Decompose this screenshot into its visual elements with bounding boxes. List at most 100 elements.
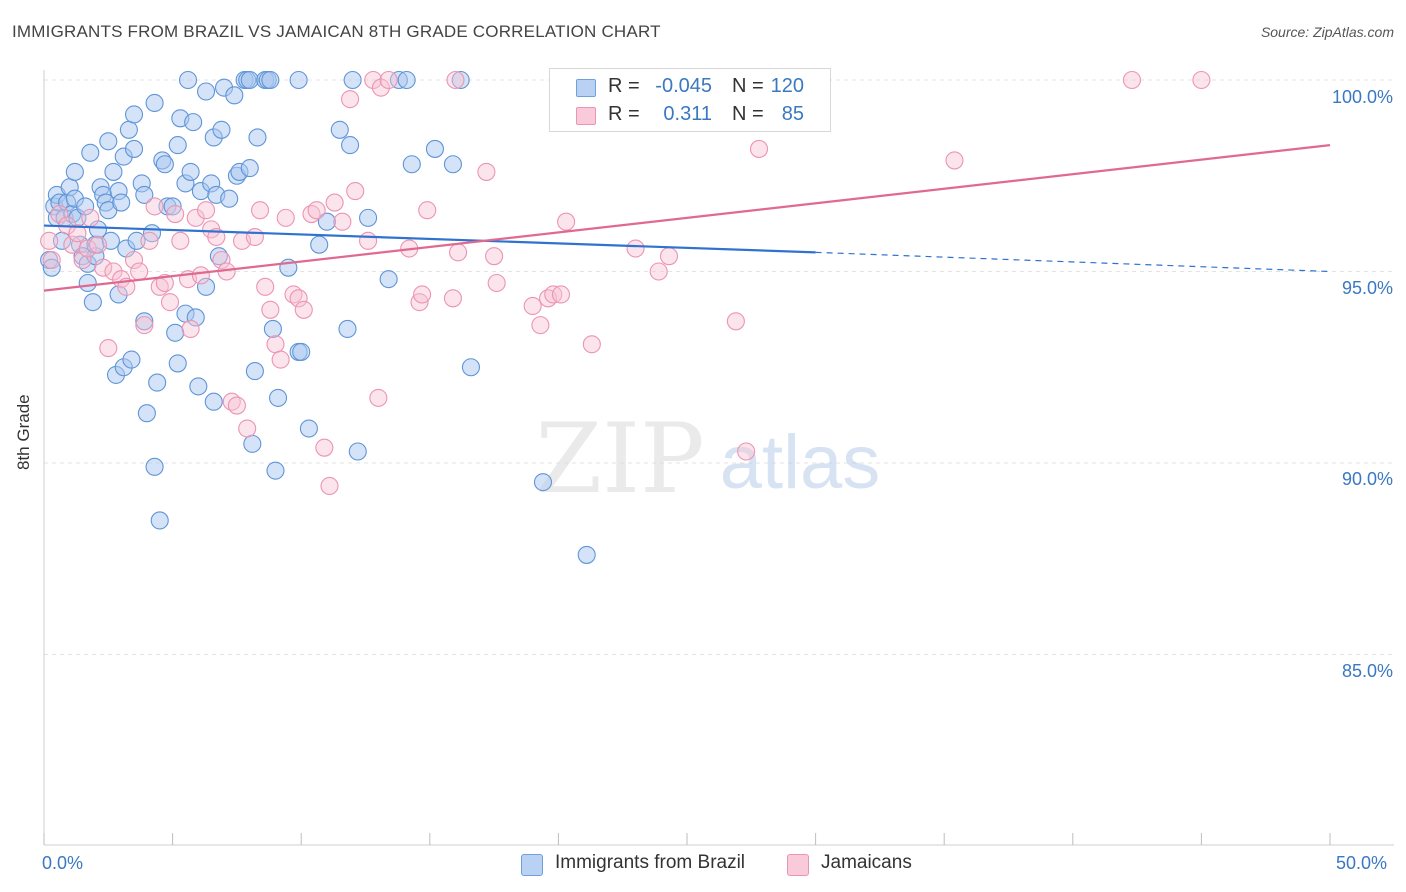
data-point-jamaicans: [341, 90, 360, 109]
data-point-jamaicans: [294, 300, 313, 319]
legend-swatch-blue: [521, 854, 543, 876]
legend-n-value: 85: [781, 103, 804, 125]
data-point-brazil: [122, 350, 141, 369]
data-point-brazil: [78, 273, 97, 293]
data-point-brazil: [135, 185, 154, 204]
data-point-brazil: [181, 162, 200, 181]
data-point-brazil: [348, 442, 367, 461]
data-point-brazil: [196, 277, 216, 296]
data-point-jamaicans: [171, 231, 190, 250]
x-tick-label: 50.0%: [1336, 853, 1388, 873]
data-point-brazil: [269, 388, 288, 407]
trend-line-brazil: [43, 224, 816, 254]
data-point-brazil: [461, 358, 481, 377]
data-point-brazil: [220, 189, 239, 208]
data-point-jamaicans: [276, 208, 295, 227]
watermark-zip: ZIP: [535, 403, 704, 515]
legend-label: Immigrants from Brazil: [555, 852, 746, 873]
data-point-brazil: [189, 377, 208, 396]
data-point-jamaicans: [315, 438, 334, 457]
data-point-jamaicans: [544, 285, 563, 304]
data-point-jamaicans: [320, 476, 339, 496]
data-point-brazil: [397, 70, 416, 90]
data-point-jamaicans: [135, 316, 154, 335]
data-point-brazil: [359, 208, 378, 227]
data-point-brazil: [124, 105, 144, 124]
chart-title: IMMIGRANTS FROM BRAZIL VS JAMAICAN 8TH G…: [12, 22, 661, 41]
legend-row-brazil: R = -0.045 N = 120: [550, 72, 830, 102]
legend-r-value: -0.045: [655, 75, 712, 97]
data-point-jamaicans: [196, 201, 216, 220]
data-point-jamaicans: [659, 247, 679, 266]
data-point-brazil: [155, 155, 174, 174]
trend-lines: [43, 144, 1331, 292]
data-point-jamaicans: [379, 70, 398, 90]
data-point-jamaicans: [649, 262, 668, 281]
data-point-jamaicans: [191, 266, 210, 285]
data-point-jamaicans: [446, 70, 465, 90]
data-point-jamaicans: [749, 139, 769, 158]
data-point-jamaicans: [42, 250, 61, 270]
data-point-jamaicans: [626, 239, 645, 258]
data-point-jamaicans: [289, 289, 308, 308]
legend-label: Jamaicans: [821, 852, 912, 873]
legend-row-jamaicans: R = 0.311 N = 85: [550, 100, 830, 130]
data-point-jamaicans: [40, 231, 59, 250]
data-point-brazil: [196, 82, 216, 101]
data-point-brazil: [168, 136, 187, 155]
data-point-brazil: [310, 235, 329, 254]
data-point-brazil: [65, 162, 84, 181]
stats-legend: R = -0.045 N = 120 R = 0.311 N = 85: [549, 68, 831, 132]
data-point-brazil: [341, 136, 360, 155]
data-point-jamaicans: [155, 273, 174, 293]
data-point-jamaicans: [266, 335, 285, 354]
data-point-brazil: [225, 86, 244, 105]
data-point-jamaicans: [78, 239, 97, 258]
data-point-brazil: [204, 392, 223, 411]
data-point-brazil: [166, 323, 185, 342]
data-point-brazil: [184, 113, 203, 132]
data-point-brazil: [240, 159, 259, 178]
data-point-brazil: [137, 404, 156, 423]
data-point-brazil: [451, 70, 470, 90]
data-point-jamaicans: [104, 262, 123, 281]
data-point-brazil: [245, 362, 264, 381]
legend-r-label: R =: [608, 75, 640, 97]
watermark-atlas: atlas: [720, 420, 881, 505]
data-point-jamaicans: [212, 250, 231, 270]
watermark: ZIP atlas: [535, 403, 880, 515]
data-point-jamaicans: [485, 247, 504, 266]
data-point-jamaicans: [369, 388, 388, 407]
data-point-jamaicans: [256, 277, 275, 296]
data-point-jamaicans: [130, 262, 149, 281]
data-point-brazil: [343, 70, 362, 90]
data-point-brazil: [261, 70, 280, 90]
data-point-jamaicans: [325, 193, 344, 212]
data-point-brazil: [402, 155, 421, 174]
legend-swatch-pink: [576, 107, 596, 125]
data-point-jamaicans: [186, 208, 205, 227]
data-point-jamaicans: [307, 201, 326, 220]
data-point-jamaicans: [124, 250, 144, 270]
data-point-brazil: [443, 155, 462, 174]
data-point-jamaicans: [245, 227, 264, 247]
data-point-brazil: [99, 132, 118, 151]
data-point-brazil: [263, 319, 282, 339]
data-point-brazil: [109, 285, 128, 304]
data-point-brazil: [83, 293, 102, 312]
data-point-brazil: [330, 120, 349, 139]
data-point-brazil: [145, 457, 164, 476]
data-point-jamaicans: [371, 78, 390, 97]
data-point-brazil: [145, 93, 164, 113]
x-tick-label: 0.0%: [42, 853, 84, 873]
data-point-jamaicans: [81, 208, 100, 227]
data-point-brazil: [317, 212, 336, 231]
data-point-brazil: [379, 270, 398, 289]
data-point-brazil: [150, 511, 169, 530]
legend-n-label: N =: [732, 103, 764, 125]
data-point-jamaicans: [181, 319, 200, 339]
data-point-jamaicans: [73, 250, 92, 270]
data-point-jamaicans: [364, 70, 383, 90]
data-point-jamaicans: [945, 151, 964, 170]
